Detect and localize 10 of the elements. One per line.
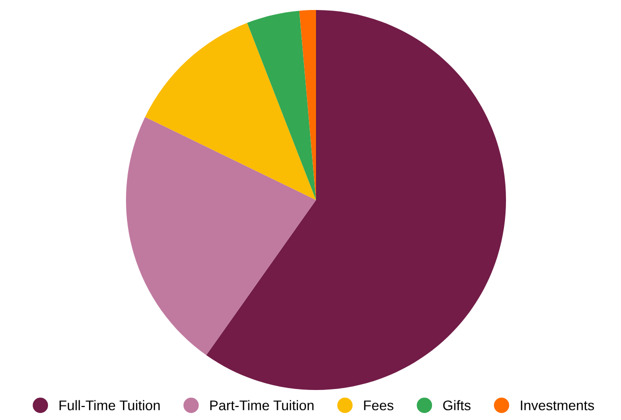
legend-label: Fees (364, 400, 394, 410)
pie-slice (126, 116, 316, 356)
pie-slice (206, 10, 506, 390)
pie-slice (247, 10, 316, 200)
legend-label: Part-Time Tuition (210, 400, 314, 410)
legend-label: Gifts (443, 400, 471, 410)
legend-label: Full-Time Tuition (60, 400, 160, 410)
pie-slice (299, 10, 316, 200)
legend-label: Investments (520, 400, 594, 410)
pie-slice (145, 22, 316, 200)
